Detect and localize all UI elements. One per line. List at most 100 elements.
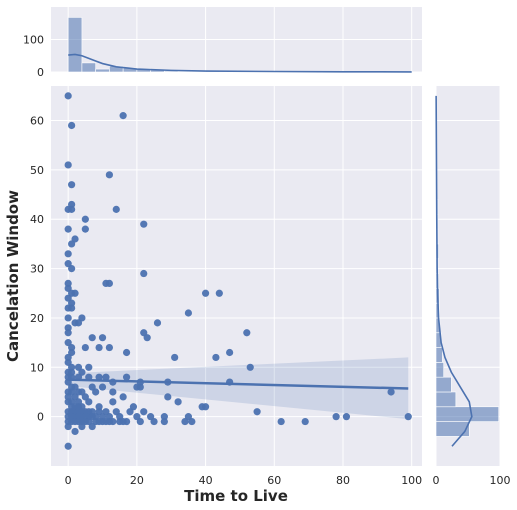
scatter-point — [136, 383, 144, 391]
y-tick-label: 0 — [37, 411, 44, 424]
y-kde-curve — [435, 95, 473, 447]
scatter-point — [109, 398, 117, 406]
scatter-point — [112, 205, 120, 213]
scatter-point — [105, 279, 113, 288]
y-histogram-bar — [435, 376, 452, 393]
scatter-point — [98, 417, 107, 426]
y-histogram-bar — [435, 347, 443, 363]
scatter-point — [160, 413, 168, 421]
scatter-point — [98, 334, 107, 342]
scatter-point — [81, 343, 89, 352]
scatter-point — [136, 417, 144, 426]
scatter-point — [277, 417, 285, 426]
scatter-point — [95, 343, 103, 352]
scatter-point — [212, 353, 220, 362]
y-histogram-bar — [435, 406, 500, 422]
scatter-point — [174, 398, 182, 406]
regression-line — [68, 378, 409, 390]
y-histogram-bar — [435, 362, 444, 378]
right-hist-tick-label: 100 — [490, 474, 511, 487]
scatter-point — [105, 417, 113, 426]
scatter-point — [226, 348, 234, 357]
scatter-point — [92, 388, 100, 396]
scatter-point — [201, 289, 210, 297]
scatter-point — [64, 225, 72, 233]
scatter-point — [64, 250, 72, 258]
confidence-band — [68, 357, 409, 420]
scatter-point — [102, 373, 110, 381]
scatter-point — [64, 442, 72, 450]
scatter-point — [164, 393, 172, 401]
scatter-point — [68, 121, 76, 130]
scatter-point — [64, 161, 72, 169]
y-histogram-bar — [435, 421, 470, 437]
scatter-point — [140, 408, 148, 416]
scatter-point — [119, 112, 127, 120]
scatter-point — [301, 417, 309, 426]
scatter-point — [332, 413, 340, 421]
scatter-point — [253, 408, 261, 416]
scatter-point — [243, 329, 251, 337]
scatter-point — [64, 92, 72, 100]
right-hist-tick-label: 0 — [433, 474, 440, 487]
scatter-point — [122, 348, 131, 357]
scatter-point — [246, 363, 254, 371]
scatter-point — [64, 279, 72, 288]
top-hist-tick-label: 0 — [37, 66, 44, 79]
regression-and-kde-lines — [68, 53, 473, 447]
scatter-point — [78, 422, 86, 431]
scatter-points — [64, 92, 412, 450]
scatter-point — [184, 309, 193, 317]
x-axis-title: Time to Live — [184, 487, 288, 505]
scatter-point — [105, 343, 113, 352]
scatter-point — [88, 422, 96, 431]
scatter-point — [126, 408, 134, 416]
scatter-point — [68, 264, 76, 273]
scatter-point — [215, 289, 223, 297]
histogram-bars — [67, 17, 500, 437]
y-tick-label: 40 — [30, 213, 44, 226]
scatter-point — [342, 413, 351, 421]
scatter-point — [81, 225, 89, 233]
y-tick-label: 10 — [30, 361, 44, 374]
scatter-point — [153, 319, 162, 327]
scatter-point — [68, 304, 76, 312]
y-tick-label: 50 — [30, 164, 44, 177]
scatter-point — [387, 388, 395, 396]
x-histogram-bar — [81, 62, 96, 73]
y-histogram-bar — [435, 391, 457, 408]
x-tick-label: 100 — [401, 474, 422, 487]
scatter-point — [109, 388, 117, 396]
top-hist-tick-label: 100 — [23, 34, 44, 47]
x-tick-label: 0 — [65, 474, 72, 487]
tick-labels: 0 20 40 60 80 100 0 10 20 30 40 50 60 0 100 0 100 — [23, 34, 511, 488]
scatter-point — [85, 363, 93, 371]
scatter-point — [64, 422, 72, 431]
scatter-point — [201, 403, 210, 411]
scatter-point — [95, 373, 103, 381]
scatter-point — [88, 334, 96, 342]
scatter-point — [64, 324, 72, 332]
scatter-point — [95, 403, 103, 411]
scatter-point — [105, 171, 113, 179]
y-axis-title: Cancelation Window — [4, 190, 22, 362]
scatter-point — [71, 427, 79, 436]
scatter-point — [68, 343, 76, 352]
scatter-point — [68, 181, 76, 189]
scatter-point — [143, 334, 151, 342]
scatter-point — [64, 329, 72, 337]
scatter-point — [68, 205, 76, 213]
scatter-point — [68, 240, 76, 248]
scatter-point — [71, 289, 79, 297]
regression-ci-band — [68, 357, 409, 420]
scatter-point — [74, 319, 83, 327]
x-tick-label: 80 — [336, 474, 350, 487]
scatter-point — [150, 417, 158, 426]
scatter-point — [160, 417, 168, 426]
scatter-point — [81, 215, 89, 223]
y-tick-label: 20 — [30, 312, 44, 325]
x-tick-label: 60 — [267, 474, 281, 487]
scatter-point — [171, 353, 179, 362]
scatter-point — [119, 417, 127, 426]
